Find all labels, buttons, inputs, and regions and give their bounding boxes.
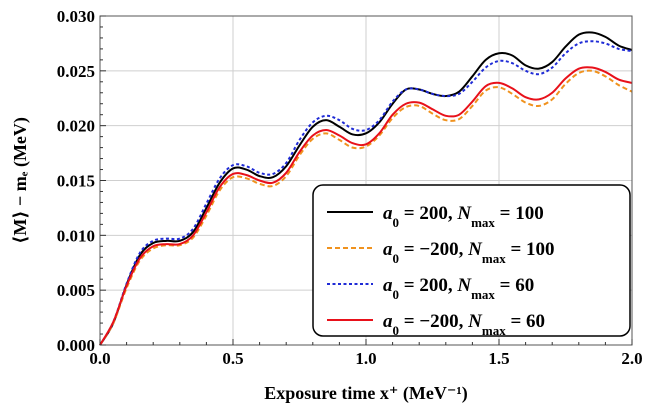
ticks: 0.0 0.5 1.0 1.5 2.0 0.000 0.005 0.010 0.015 0.020…	[57, 7, 643, 368]
series-layer	[99, 31, 633, 346]
series-line-4	[99, 66, 633, 346]
x-tick-label: 0.5	[222, 349, 243, 368]
y-tick-label: 0.015	[57, 172, 95, 191]
legend-box	[312, 184, 631, 337]
legend-label: a0 = −200, Nmax = 60	[383, 311, 545, 338]
legend-label: a0 = −200, Nmax = 100	[383, 239, 555, 266]
y-tick-label: 0.010	[57, 226, 95, 245]
y-tick-label: 0.030	[57, 7, 95, 26]
y-tick-label: 0.020	[57, 117, 95, 136]
x-tick-label: 0.0	[89, 349, 110, 368]
x-tick-label: 1.5	[488, 349, 509, 368]
y-axis-label: ⟨M⟩ − mₑ (MeV)	[10, 117, 31, 244]
y-tick-label: 0.000	[57, 336, 95, 355]
x-axis-label: Exposure time x⁺ (MeV⁻¹)	[264, 383, 468, 404]
legend-label: a0 = 200, Nmax = 100	[383, 203, 544, 230]
y-tick-label: 0.005	[57, 281, 95, 300]
series-line-3	[99, 40, 633, 346]
y-tick-label: 0.025	[57, 62, 95, 81]
legend-label: a0 = 200, Nmax = 60	[383, 275, 534, 302]
series-line-1	[99, 31, 633, 346]
x-tick-label: 2.0	[621, 349, 642, 368]
x-tick-label: 1.0	[355, 349, 376, 368]
legend: a0 = 200, Nmax = 100 a0 = −200, Nmax = 10…	[312, 184, 631, 338]
